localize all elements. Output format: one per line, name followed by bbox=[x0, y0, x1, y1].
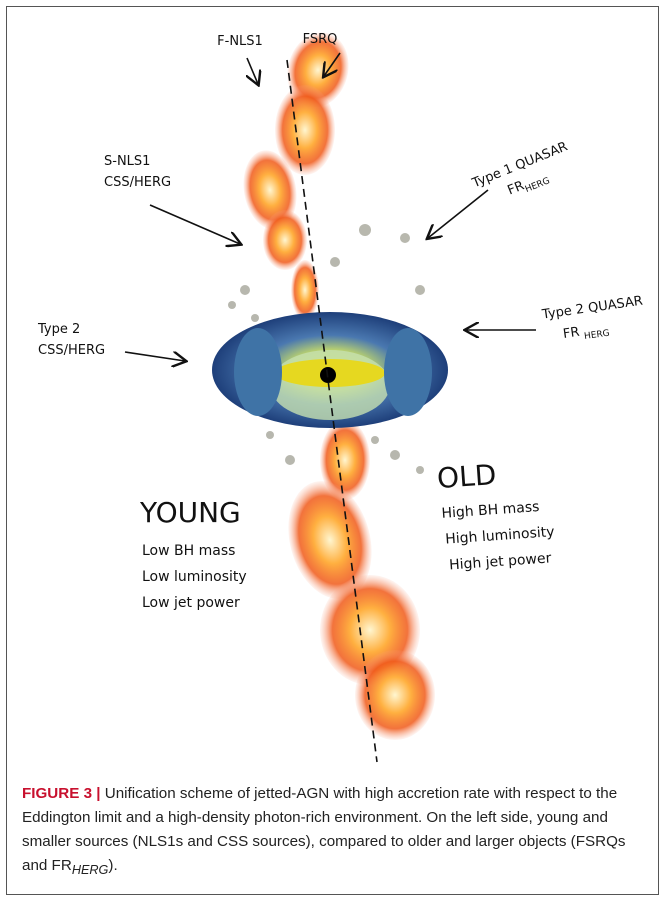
caption-end: ). bbox=[108, 857, 118, 874]
sub: HERG bbox=[524, 176, 552, 195]
caption-label: FIGURE 3 | bbox=[22, 785, 101, 802]
young-line: Low BH mass bbox=[142, 543, 235, 559]
clouds bbox=[228, 224, 425, 474]
label-young: YOUNG bbox=[139, 496, 241, 529]
fr: FR bbox=[562, 325, 580, 342]
jet-axis bbox=[286, 59, 378, 763]
torus bbox=[212, 312, 448, 428]
arrows bbox=[124, 52, 536, 361]
caption-text: Unification scheme of jetted-AGN with hi… bbox=[22, 785, 626, 874]
young-line: Low luminosity bbox=[142, 569, 247, 585]
old-line: High BH mass bbox=[441, 499, 540, 522]
label-f-nls1: F-NLS1 bbox=[217, 34, 263, 49]
old-line: High jet power bbox=[449, 550, 552, 573]
illustration: F-NLS1 FSRQ Type 1 QUASAR FRHERG S-NLS1 … bbox=[37, 32, 644, 763]
label-old: OLD bbox=[436, 458, 497, 495]
label-fr: FR HERG bbox=[562, 321, 610, 345]
caption-sub: HERG bbox=[71, 863, 109, 878]
sub: HERG bbox=[584, 329, 611, 342]
label-css-herg: CSS/HERG bbox=[104, 175, 171, 190]
upper-jet bbox=[243, 32, 349, 320]
figure-frame bbox=[6, 6, 659, 895]
label-title: Type 2 QUASAR bbox=[540, 294, 644, 323]
label-fsrq: FSRQ bbox=[303, 32, 338, 47]
label-type2-quasar: Type 2 QUASAR FR HERG bbox=[540, 294, 644, 345]
old-line: High luminosity bbox=[445, 524, 555, 548]
label-type2-css: CSS/HERG bbox=[38, 343, 105, 358]
caption: FIGURE 3 | Unification scheme of jetted-… bbox=[22, 782, 648, 882]
young-line: Low jet power bbox=[142, 595, 240, 611]
label-s-nls1: S-NLS1 bbox=[104, 154, 150, 169]
fr: FR bbox=[506, 178, 527, 198]
label-old-group: OLD High BH mass High luminosity High je… bbox=[436, 458, 555, 573]
label-type2: Type 2 bbox=[37, 322, 80, 337]
label-type1-quasar: Type 1 QUASAR FRHERG bbox=[469, 139, 570, 198]
lower-jet bbox=[288, 420, 435, 740]
